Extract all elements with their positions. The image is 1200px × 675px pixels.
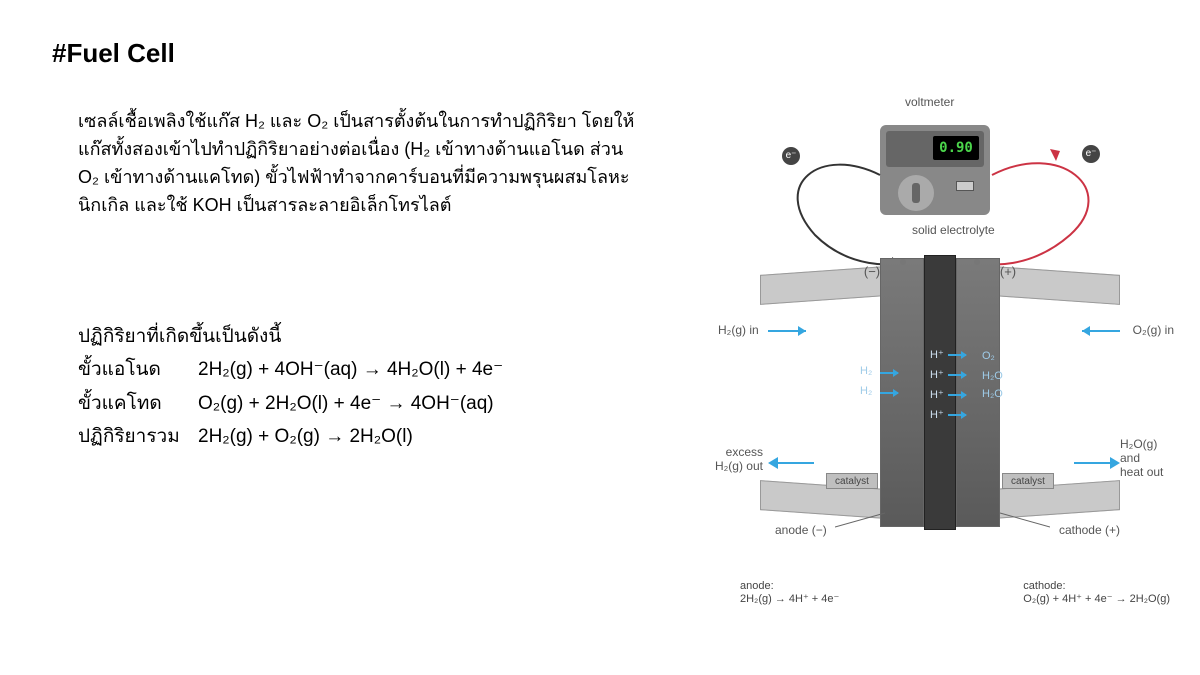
terminal-left bbox=[900, 259, 906, 265]
species-hplus-1: H⁺ bbox=[930, 348, 944, 361]
intro-paragraph: เซลล์เชื้อเพลิงใช้แก๊ส H₂ และ O₂ เป็นสาร… bbox=[78, 108, 638, 220]
diagram-bottom-reactions: anode: 2H₂(g) → 4H⁺ + 4e⁻ cathode: O₂(g)… bbox=[740, 580, 1170, 605]
cathode-label: ขั้วแคโทด bbox=[78, 387, 198, 420]
species-h2o-2: H₂O bbox=[982, 388, 1003, 400]
arrow-hp-3 bbox=[948, 394, 966, 396]
species-h2-1: H₂ bbox=[860, 365, 872, 377]
o2-in-arrow bbox=[1072, 321, 1122, 341]
cathode-electrode-label: cathode (+) bbox=[1059, 523, 1120, 537]
diagram-cathode-rxn: cathode: O₂(g) + 4H⁺ + 4e⁻ → 2H₂O(g) bbox=[1023, 580, 1170, 605]
diagram-anode-rxn: anode: 2H₂(g) → 4H⁺ + 4e⁻ bbox=[740, 580, 839, 605]
arrow-h2-2 bbox=[880, 392, 898, 394]
species-h2o-1: H₂O bbox=[982, 370, 1003, 382]
catalyst-box-left: catalyst bbox=[826, 473, 878, 489]
h2o-out-arrow bbox=[1072, 453, 1122, 473]
arrow-hp-2 bbox=[948, 374, 966, 376]
overall-label: ปฏิกิริยารวม bbox=[78, 420, 198, 453]
species-hplus-4: H⁺ bbox=[930, 408, 944, 421]
species-h2-2: H₂ bbox=[860, 385, 872, 397]
electron-badge-right: e⁻ bbox=[1082, 145, 1100, 163]
h2-in-label: H₂(g) in bbox=[718, 323, 759, 337]
h2o-out-label: H₂O(g) and heat out bbox=[1120, 437, 1178, 479]
terminal-right bbox=[974, 259, 980, 265]
h2-out-label: excess H₂(g) out bbox=[708, 445, 763, 473]
anode-electrode-label: anode (−) bbox=[775, 523, 827, 537]
overall-equation: 2H₂(g) + O₂(g) → 2H₂O(l) bbox=[198, 420, 413, 453]
electrolyte-label: solid electrolyte bbox=[912, 223, 972, 237]
plus-symbol: (+) bbox=[998, 264, 1018, 284]
reactions-block: ปฏิกิริยาที่เกิดขึ้นเป็นดังนี้ ขั้วแอโนด… bbox=[78, 320, 698, 453]
cathode-equation: O₂(g) + 2H₂O(l) + 4e⁻ → 4OH⁻(aq) bbox=[198, 387, 494, 420]
arrow-h2-1 bbox=[880, 372, 898, 374]
reactions-intro: ปฏิกิริยาที่เกิดขึ้นเป็นดังนี้ bbox=[78, 320, 698, 353]
page-title: #Fuel Cell bbox=[52, 38, 175, 69]
minus-symbol: (−) bbox=[862, 264, 882, 284]
h2-in-arrow bbox=[766, 321, 816, 341]
anode-label: ขั้วแอโนด bbox=[78, 353, 198, 386]
electron-badge-left: e⁻ bbox=[782, 147, 800, 165]
anode-pointer bbox=[835, 511, 895, 531]
species-hplus-2: H⁺ bbox=[930, 368, 944, 381]
anode-equation: 2H₂(g) + 4OH⁻(aq) → 4H₂O(l) + 4e⁻ bbox=[198, 353, 503, 386]
species-o2: O₂ bbox=[982, 350, 995, 362]
catalyst-box-right: catalyst bbox=[1002, 473, 1054, 489]
cathode-pointer bbox=[990, 511, 1050, 531]
arrow-hp-4 bbox=[948, 414, 966, 416]
arrow-hp-1 bbox=[948, 354, 966, 356]
cell-assembly: (−) (+) catalyst catalyst H₂ H₂ H⁺ H⁺ H⁺… bbox=[760, 270, 1120, 515]
o2-in-label: O₂(g) in bbox=[1133, 323, 1174, 337]
species-hplus-3: H⁺ bbox=[930, 388, 944, 401]
h2-out-arrow bbox=[766, 453, 816, 473]
fuel-cell-diagram: voltmeter 0.90 e⁻ e⁻ solid electrolyte bbox=[700, 95, 1180, 605]
